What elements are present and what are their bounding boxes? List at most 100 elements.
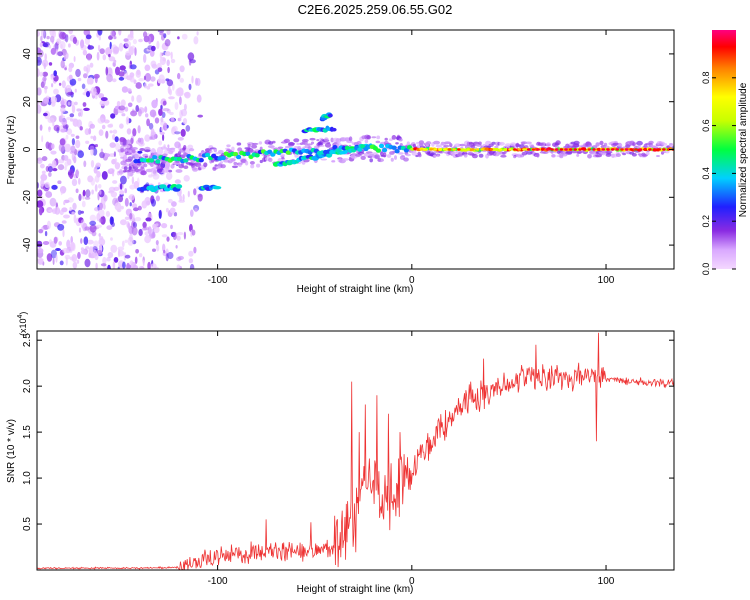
noise-speck <box>46 253 53 262</box>
noise-speck <box>103 119 110 124</box>
ridge-halo <box>302 140 308 146</box>
noise-speck <box>44 181 50 189</box>
noise-speck <box>172 83 175 91</box>
ridge-halo <box>281 157 285 160</box>
noise-speck <box>70 133 75 137</box>
noise-speck <box>59 209 64 216</box>
snr-ytick-label: 1.0 <box>22 471 33 485</box>
noise-speck <box>64 55 67 61</box>
ridge-halo <box>417 153 422 158</box>
noise-speck <box>111 158 116 165</box>
snr-xtick-label: 100 <box>598 576 615 587</box>
noise-speck <box>64 143 72 153</box>
ridge-halo <box>391 135 397 140</box>
noise-speck <box>85 246 90 250</box>
noise-speck <box>166 79 174 87</box>
spectrogram-xtick-label: -100 <box>208 275 228 286</box>
noise-speck <box>124 216 130 220</box>
ridge-core <box>615 148 620 151</box>
ridge-halo <box>565 151 573 155</box>
noise-speck <box>67 101 71 106</box>
noise-speck <box>174 141 181 149</box>
ridge-halo <box>268 141 274 145</box>
noise-speck <box>73 214 77 224</box>
noise-speck <box>56 127 60 134</box>
noise-speck <box>131 176 135 185</box>
noise-speck <box>99 151 105 159</box>
noise-speck <box>115 142 121 151</box>
noise-speck <box>78 227 82 233</box>
noise-speck <box>179 96 182 105</box>
noise-speck <box>129 64 137 70</box>
ridge-halo <box>478 141 482 145</box>
noise-speck <box>74 101 78 106</box>
noise-speck <box>61 97 64 103</box>
ridge-halo <box>401 155 405 158</box>
noise-speck <box>60 107 66 113</box>
snr-xlabel: Height of straight line (km) <box>297 584 414 595</box>
noise-speck <box>96 250 103 255</box>
noise-speck <box>69 256 75 261</box>
ridge-core <box>466 148 470 151</box>
noise-speck <box>101 171 108 180</box>
noise-speck <box>109 130 113 134</box>
noise-speck <box>48 62 53 66</box>
noise-speck <box>46 35 50 40</box>
noise-speck <box>89 220 97 226</box>
noise-speck <box>68 30 73 35</box>
ridge-halo <box>525 141 532 145</box>
ridge-halo <box>341 158 349 161</box>
noise-speck <box>52 168 58 172</box>
noise-speck <box>112 78 117 83</box>
noise-speck <box>100 148 104 153</box>
noise-speck <box>93 249 98 258</box>
ridge-halo <box>183 165 189 169</box>
noise-speck <box>144 72 152 82</box>
ridge-halo <box>539 142 547 147</box>
noise-speck <box>147 261 151 269</box>
ridge-core <box>620 148 624 151</box>
noise-speck <box>119 65 126 71</box>
ridge-mark <box>220 155 226 161</box>
noise-speck <box>180 108 188 117</box>
noise-speck <box>75 188 79 194</box>
noise-speck <box>154 117 160 124</box>
noise-speck <box>134 47 137 56</box>
ridge-halo <box>283 138 290 143</box>
noise-speck <box>112 261 116 269</box>
ridge-halo <box>123 166 128 171</box>
noise-speck <box>50 47 57 55</box>
noise-speck <box>83 30 91 36</box>
noise-speck <box>105 210 110 217</box>
ridge-mark <box>198 158 204 163</box>
ridge-halo <box>249 161 255 165</box>
noise-speck <box>58 241 62 246</box>
noise-speck <box>196 94 202 103</box>
noise-speck <box>98 93 105 99</box>
noise-speck <box>188 250 194 257</box>
ridge-halo <box>500 154 507 158</box>
noise-speck <box>50 249 58 259</box>
ridge-halo <box>605 153 612 157</box>
ridge-core <box>657 148 661 151</box>
ridge-core <box>559 148 564 151</box>
ridge-halo <box>411 151 418 156</box>
ridge-halo <box>669 144 673 148</box>
noise-speck <box>179 195 183 202</box>
noise-speck <box>160 104 163 110</box>
noise-speck <box>55 248 61 251</box>
noise-speck <box>61 80 66 89</box>
ridge-halo <box>137 168 144 172</box>
noise-speck <box>68 74 73 80</box>
noise-speck <box>129 233 133 242</box>
noise-speck <box>64 34 69 43</box>
ridge-halo <box>418 140 425 145</box>
ridge-halo <box>218 149 224 154</box>
ridge-core <box>499 148 503 151</box>
noise-speck <box>119 137 126 143</box>
noise-speck <box>90 177 96 186</box>
ridge-halo <box>309 137 316 141</box>
noise-speck <box>113 46 120 54</box>
noise-speck <box>65 134 69 140</box>
noise-speck <box>142 259 145 266</box>
